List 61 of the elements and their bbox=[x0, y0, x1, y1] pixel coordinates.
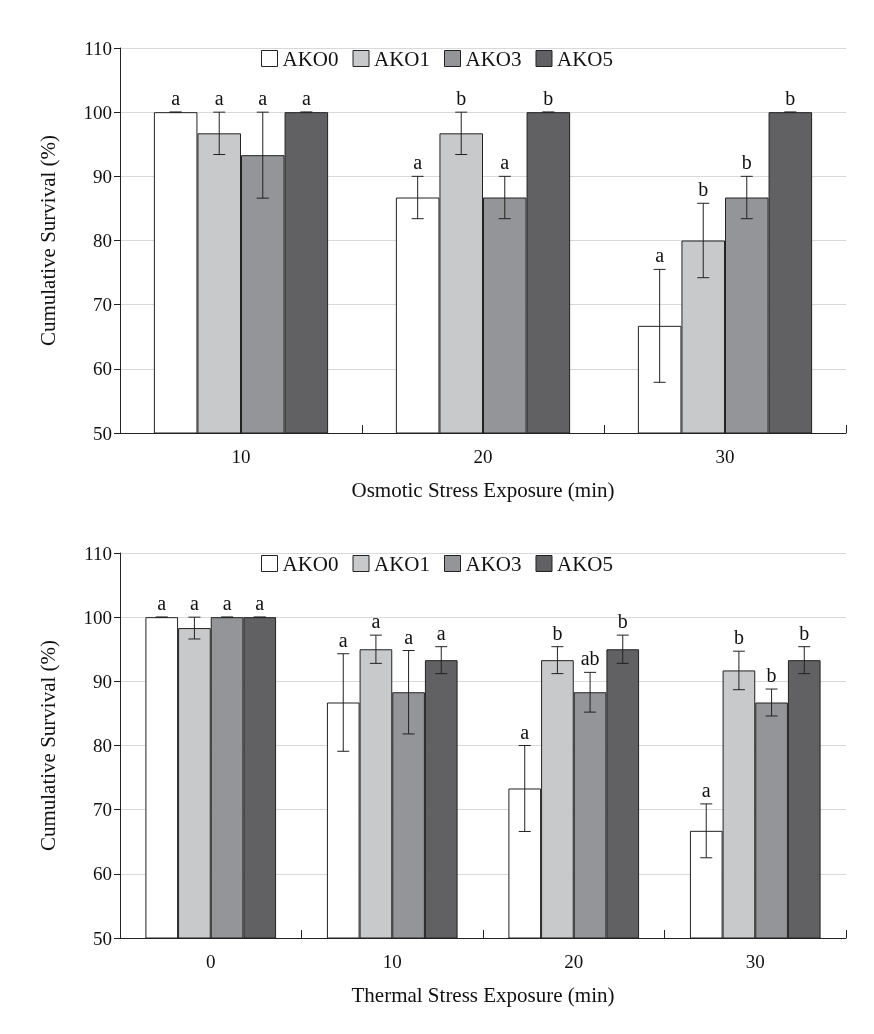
y-tick-label: 90 bbox=[93, 165, 112, 187]
y-tick-label: 100 bbox=[83, 101, 112, 123]
data-label: b bbox=[766, 664, 777, 687]
legend-label: AKO3 bbox=[465, 46, 522, 71]
data-label: a bbox=[500, 151, 510, 174]
data-label: a bbox=[222, 592, 232, 615]
y-tick-label: 60 bbox=[93, 863, 112, 885]
y-tick-label: 100 bbox=[83, 606, 112, 628]
y-tick-label: 90 bbox=[93, 670, 112, 692]
data-label: a bbox=[255, 592, 265, 615]
legend-label: AKO5 bbox=[557, 46, 613, 71]
legend-label: AKO0 bbox=[282, 551, 339, 576]
x-axis-title: Osmotic Stress Exposure (min) bbox=[351, 477, 615, 502]
y-tick-label: 50 bbox=[93, 927, 112, 949]
legend-label: AKO1 bbox=[374, 46, 430, 71]
data-label: a bbox=[214, 87, 224, 110]
y-tick-label: 70 bbox=[93, 799, 112, 821]
y-tick-label: 80 bbox=[93, 230, 112, 251]
x-tick-label: 30 bbox=[745, 951, 765, 972]
data-label: a bbox=[157, 592, 167, 615]
x-axis-title: Thermal Stress Exposure (min) bbox=[351, 982, 615, 1007]
data-label: a bbox=[520, 720, 530, 743]
x-tick-label: 10 bbox=[231, 446, 251, 467]
y-axis-title: Cumulative Survival (%) bbox=[35, 134, 60, 347]
data-label: a bbox=[258, 87, 268, 110]
data-label: a bbox=[701, 778, 711, 801]
data-label: b bbox=[785, 87, 796, 110]
data-label: b bbox=[552, 621, 563, 644]
y-tick-label: 50 bbox=[93, 422, 112, 444]
y-tick-label: 110 bbox=[84, 542, 112, 564]
data-label: a bbox=[404, 625, 414, 648]
y-tick-label: 110 bbox=[84, 37, 112, 59]
y-axis-title: Cumulative Survival (%) bbox=[35, 639, 60, 852]
data-label: b bbox=[733, 626, 744, 649]
data-label: b bbox=[617, 610, 628, 633]
data-label: a bbox=[655, 244, 665, 267]
x-tick-label: 30 bbox=[715, 446, 735, 467]
data-label: b bbox=[698, 178, 709, 201]
legend-label: AKO1 bbox=[374, 551, 430, 576]
data-label: b bbox=[543, 87, 554, 110]
data-label: a bbox=[413, 151, 423, 174]
x-tick-label: 0 bbox=[206, 951, 216, 972]
x-tick-label: 10 bbox=[382, 951, 402, 972]
data-label: b bbox=[456, 87, 467, 110]
y-tick-label: 70 bbox=[93, 294, 112, 316]
data-label: b bbox=[741, 151, 752, 174]
data-label: a bbox=[301, 87, 311, 110]
data-label: a bbox=[371, 610, 381, 633]
y-tick-label: 60 bbox=[93, 358, 112, 380]
data-label: b bbox=[799, 621, 810, 644]
x-tick-label: 20 bbox=[473, 446, 493, 467]
x-tick-label: 20 bbox=[564, 951, 584, 972]
legend-label: AKO3 bbox=[465, 551, 522, 576]
data-label: a bbox=[189, 592, 199, 615]
data-label: a bbox=[338, 628, 348, 651]
data-label: ab bbox=[580, 647, 600, 670]
legend-label: AKO0 bbox=[282, 46, 339, 71]
y-tick-label: 80 bbox=[93, 735, 112, 756]
data-label: a bbox=[436, 621, 446, 644]
legend-label: AKO5 bbox=[557, 551, 613, 576]
data-label: a bbox=[171, 87, 181, 110]
